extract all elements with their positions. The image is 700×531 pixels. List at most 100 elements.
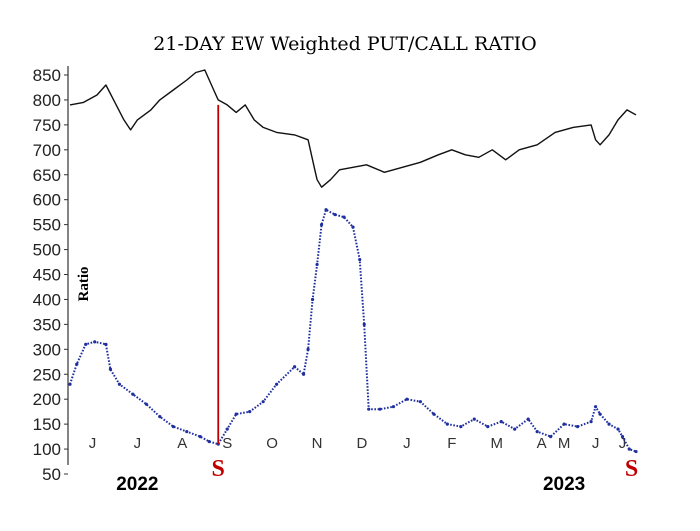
y-axis-label: Ratio [76, 267, 92, 302]
ratio-data-point [306, 347, 310, 351]
ratio-data-point [526, 417, 530, 421]
ratio-data-point [432, 412, 436, 416]
y-tick-label: 800 [33, 91, 61, 110]
ratio-data-point [104, 342, 108, 346]
ratio-data-point [84, 342, 88, 346]
month-label: M [558, 435, 571, 452]
ratio-data-point [342, 215, 346, 219]
y-ticks: 850 800 750 700 650 600 550 500 450 400 350 300 250 2… [33, 66, 68, 484]
ratio-data-point [108, 367, 113, 371]
series-layer [68, 69, 638, 454]
ratio-data-point [391, 405, 396, 409]
ratio-data-point [593, 405, 598, 409]
year-labels: 2022 2023 [116, 474, 585, 495]
ratio-data-point [445, 422, 449, 426]
ratio-data-point [378, 407, 382, 411]
y-tick-label: 700 [33, 141, 61, 160]
sell-signal-marker: S [212, 456, 225, 482]
ratio-data-point [607, 422, 611, 426]
y-tick-label: 350 [33, 315, 61, 334]
ratio-data-point [144, 402, 148, 406]
ratio-data-point [68, 382, 72, 386]
month-label: J [619, 435, 627, 452]
ratio-data-point [158, 415, 162, 419]
ratio-data-point [486, 425, 490, 429]
ratio-data-point [225, 427, 229, 431]
ratio-data-point [513, 427, 517, 431]
ratio-data-point [75, 362, 79, 366]
ratio-data-point [367, 407, 371, 411]
y-tick-label: 500 [33, 241, 61, 260]
y-tick-label: 150 [33, 415, 61, 434]
ratio-data-point [620, 434, 625, 439]
y-tick-label: 600 [33, 191, 61, 210]
y-tick-label: 250 [33, 365, 61, 384]
ratio-data-point [634, 449, 638, 454]
year-label: 2023 [543, 474, 585, 495]
month-label: A [537, 435, 547, 452]
month-label: J [89, 435, 97, 452]
ratio-data-point [315, 262, 319, 267]
ratio-data-point [616, 427, 620, 431]
ratio-data-point [598, 412, 602, 416]
ratio-series-line [69, 208, 637, 453]
ratio-data-point [576, 425, 580, 429]
ratio-data-point [472, 417, 476, 421]
index-series-line [69, 69, 637, 188]
ratio-data-point [535, 430, 539, 434]
ratio-data-point [301, 372, 306, 376]
y-tick-label: 850 [33, 66, 61, 85]
month-label: O [266, 435, 278, 452]
ratio-data-point [93, 340, 97, 344]
month-label: A [177, 435, 187, 452]
chart-title: 21-DAY EW Weighted PUT/CALL RATIO [153, 33, 536, 55]
y-tick-label: 200 [33, 390, 61, 409]
ratio-data-point [275, 382, 279, 386]
ratio-data-point [499, 420, 503, 424]
month-label: N [312, 435, 323, 452]
ratio-data-point [405, 397, 409, 401]
y-tick-label: 50 [42, 465, 61, 484]
ratio-data-point [351, 225, 355, 229]
sell-signal-marker: S [625, 456, 638, 482]
ratio-data-point [562, 422, 566, 426]
ratio-data-point [131, 392, 135, 396]
ratio-data-point [207, 439, 211, 444]
ratio-data-point [459, 425, 463, 429]
ratio-data-point [248, 410, 252, 414]
ratio-data-point [319, 223, 324, 227]
ratio-data-point [589, 420, 593, 424]
y-tick-label: 650 [33, 166, 61, 185]
y-tick-label: 450 [33, 266, 61, 285]
ratio-data-point [333, 213, 337, 217]
ratio-data-point [324, 208, 328, 212]
ratio-data-point [261, 400, 265, 404]
y-tick-label: 550 [33, 216, 61, 235]
ratio-data-point [418, 400, 422, 404]
ratio-data-point [358, 257, 362, 262]
month-label: F [447, 435, 456, 452]
ratio-data-point [117, 382, 122, 386]
month-label: D [357, 435, 368, 452]
month-label: J [403, 435, 411, 452]
ratio-data-point [185, 430, 189, 434]
ratio-data-point [198, 434, 202, 439]
ratio-data-point [310, 297, 315, 302]
ratio-data-point [362, 322, 366, 326]
y-tick-label: 300 [33, 340, 61, 359]
ratio-data-point [171, 425, 175, 429]
month-label: M [490, 435, 503, 452]
month-label: S [222, 435, 232, 452]
y-tick-label: 750 [33, 116, 61, 135]
ratio-data-point [234, 412, 238, 416]
year-label: 2022 [116, 474, 158, 495]
y-tick-label: 400 [33, 290, 61, 309]
month-label: J [592, 435, 600, 452]
y-tick-label: 100 [33, 440, 61, 459]
month-label: J [134, 435, 142, 452]
